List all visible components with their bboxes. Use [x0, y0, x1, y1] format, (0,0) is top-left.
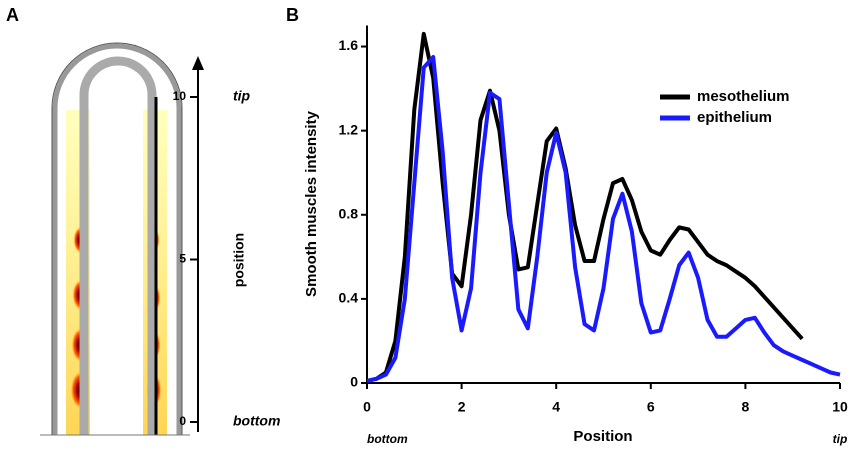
data-line	[366, 55, 841, 383]
y-tick-label: 10	[173, 89, 187, 103]
y-tick-label: 1.6	[339, 37, 359, 53]
panel-label: B	[286, 5, 299, 25]
legend-label: mesothelium	[697, 88, 790, 105]
panel-label: A	[6, 5, 19, 25]
x-tick-label: 2	[458, 399, 466, 415]
axis-arrow	[192, 56, 204, 70]
legend-label: epithelium	[697, 109, 772, 126]
data-line	[366, 31, 804, 383]
tube-diagram	[40, 42, 190, 436]
y-tick-label: 0.8	[339, 205, 359, 221]
x-tick-label: 8	[742, 399, 750, 415]
y-tick-label: 0	[179, 414, 186, 428]
annotation: tip	[833, 432, 848, 446]
annotation: tip	[233, 88, 251, 104]
x-tick-label: 0	[363, 399, 371, 415]
y-tick-label: 0.4	[339, 290, 359, 306]
y-tick-label: 0	[350, 374, 358, 390]
x-tick-label: 10	[832, 399, 848, 415]
x-axis-label: Position	[573, 428, 632, 445]
annotation: bottom	[233, 413, 280, 429]
y-tick-label: 5	[179, 252, 186, 266]
annotation: bottom	[367, 432, 408, 446]
y-axis-label: Smooth muscles intensity	[303, 110, 320, 297]
y-axis-label: position	[231, 233, 247, 287]
y-tick-label: 1.2	[339, 121, 359, 137]
x-tick-label: 4	[552, 399, 560, 415]
x-tick-label: 6	[647, 399, 655, 415]
